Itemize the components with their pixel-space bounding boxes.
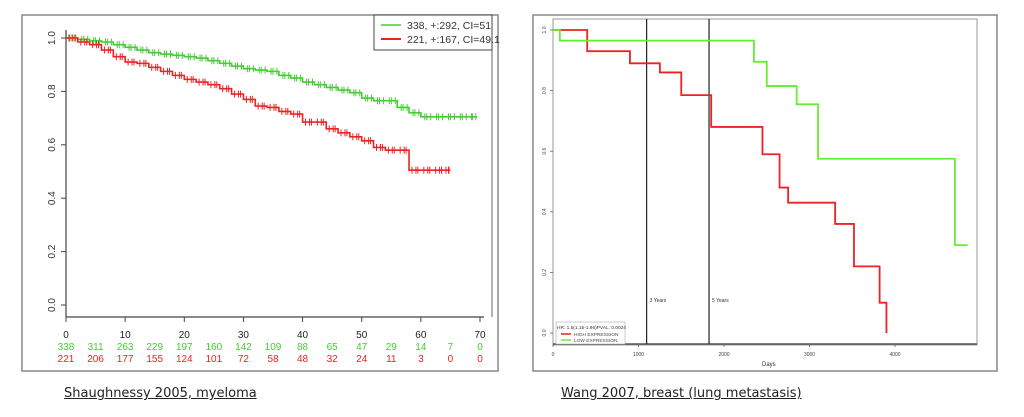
caption-breast: Wang 2007, breast (lung metastasis)	[561, 386, 802, 401]
risk-table-value: 0	[477, 354, 483, 365]
risk-table-value: 124	[176, 354, 193, 365]
chart1-x-tick-label: 10	[120, 330, 132, 341]
chart1-y-tick-label: 0.4	[47, 191, 58, 205]
chart2-x-tick-label: 1000	[633, 352, 644, 358]
legend-label-red: 221, +:167, CI=49.1	[407, 34, 500, 46]
chart1-x-tick-label: 30	[238, 330, 250, 341]
reference-line-label: 3 Years	[650, 298, 667, 304]
chart2-x-axis-label: Days	[762, 362, 776, 368]
chart2-x-tick-label: 3000	[804, 352, 815, 358]
chart1-legend-box	[373, 14, 493, 51]
risk-table-value: 229	[146, 342, 163, 353]
chart1-y-tick-label: 0.2	[47, 244, 58, 258]
legend-label-low: LOW EXPRESSION	[574, 338, 618, 344]
chart1-y-tick-label: 0.8	[47, 84, 58, 98]
risk-table-value: 0	[448, 354, 454, 365]
risk-table-value: 29	[386, 342, 398, 353]
risk-table-value: 206	[87, 354, 104, 365]
risk-table-value: 0	[477, 342, 483, 353]
km-curve-high-expression	[553, 29, 888, 333]
risk-table-value: 160	[206, 342, 223, 353]
risk-table-value: 101	[206, 354, 223, 365]
risk-table-value: 47	[356, 342, 368, 353]
risk-table-value: 155	[146, 354, 163, 365]
legend-label-green: 338, +:292, CI=51	[407, 20, 491, 32]
chart1-x-tick-label: 70	[474, 330, 486, 341]
km-curve-red	[66, 37, 451, 171]
risk-table-value: 32	[327, 354, 339, 365]
risk-table-value: 72	[238, 354, 250, 365]
risk-table-value: 58	[267, 354, 279, 365]
reference-line-label: 5 Years	[712, 298, 729, 304]
caption-myeloma: Shaughnessy 2005, myeloma	[64, 386, 257, 401]
chart2-y-tick-label: 0.0	[542, 329, 548, 336]
risk-table-value: 3	[418, 354, 424, 365]
risk-table-value: 221	[58, 354, 75, 365]
risk-table-value: 65	[327, 342, 339, 353]
risk-table-value: 7	[448, 342, 454, 353]
chart2-y-tick-label: 0.6	[542, 148, 548, 155]
chart1-x-tick-label: 0	[63, 330, 69, 341]
chart2-plot-frame	[552, 18, 978, 346]
chart1-x-tick-label: 50	[356, 330, 368, 341]
chart2-legend-box	[555, 321, 626, 345]
risk-table-value: 197	[176, 342, 193, 353]
risk-table-value: 311	[88, 342, 104, 353]
chart1-y-tick-label: 1.0	[47, 31, 58, 45]
chart2-y-tick-label: 0.2	[542, 269, 548, 276]
risk-table-value: 11	[386, 354, 397, 365]
chart2-y-tick-label: 0.8	[542, 87, 548, 94]
chart1-x-tick-label: 40	[297, 330, 309, 341]
risk-table-value: 177	[117, 354, 134, 365]
risk-table-value: 109	[265, 342, 282, 353]
chart2-x-tick-label: 2000	[718, 352, 729, 358]
chart1-y-tick-label: 0.0	[47, 298, 58, 312]
risk-table-value: 263	[117, 342, 134, 353]
km-chart-breast: 0.0 0.2 0.4 0.6 0.8 1.0 0 1000 2000 3000 4000 3 Y…	[532, 14, 998, 372]
risk-table-value: 88	[297, 342, 309, 353]
chart2-x-tick-label: 4000	[889, 352, 900, 358]
chart1-y-tick-label: 0.6	[47, 137, 58, 151]
risk-table-value: 14	[415, 342, 427, 353]
chart2-y-tick-label: 0.4	[542, 208, 548, 215]
risk-table-value: 48	[297, 354, 309, 365]
chart2-legend: HR: 1.5(1.15-1.96)PVAL: 0.0024 HIGH EXPR…	[555, 321, 626, 345]
km-curve-low-expression	[553, 29, 968, 247]
chart2-y-tick-label: 1.0	[542, 26, 548, 33]
km-chart-myeloma: 0.00.20.40.60.81.0 0 10 20 30 40 50 60 70 338 31…	[21, 14, 500, 372]
chart2-x-tick-label: 0	[552, 352, 555, 358]
chart1-x-tick-label: 60	[415, 330, 427, 341]
risk-table-value: 142	[235, 342, 252, 353]
chart2-legend-title: HR: 1.5(1.15-1.96)PVAL: 0.0024	[557, 325, 626, 331]
risk-table-value: 338	[58, 342, 75, 353]
legend-label-high: HIGH EXPRESSION	[574, 332, 619, 338]
chart1-legend: 338, +:292, CI=51 221, +:167, CI=49.1	[373, 14, 500, 51]
chart1-x-tick-label: 20	[179, 330, 191, 341]
chart1-outer-frame	[21, 14, 499, 372]
risk-table-value: 24	[356, 354, 368, 365]
